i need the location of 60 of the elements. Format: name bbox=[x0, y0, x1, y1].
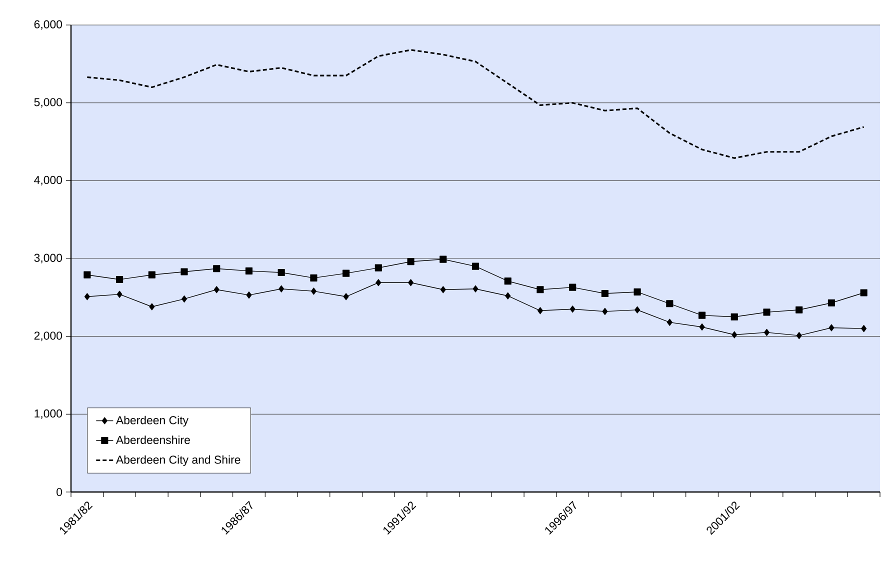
line-series bbox=[86, 49, 865, 159]
point bbox=[246, 292, 252, 299]
point bbox=[214, 286, 220, 294]
point bbox=[730, 313, 738, 320]
y-tick-label: 0 bbox=[56, 488, 62, 496]
point bbox=[536, 286, 544, 294]
point bbox=[278, 268, 285, 276]
legend-label: Aberdeenshire bbox=[116, 436, 190, 444]
point bbox=[828, 324, 834, 332]
point bbox=[278, 285, 284, 292]
point bbox=[310, 274, 318, 282]
point bbox=[149, 303, 155, 310]
point bbox=[472, 262, 480, 270]
point bbox=[472, 285, 478, 292]
point bbox=[343, 293, 349, 300]
point bbox=[376, 279, 382, 286]
point bbox=[764, 328, 770, 336]
y-tick-label: 6,000 bbox=[34, 20, 62, 30]
y-tick-label: 3,000 bbox=[34, 254, 62, 264]
point bbox=[213, 265, 220, 272]
point bbox=[601, 290, 608, 298]
point bbox=[537, 307, 543, 314]
point bbox=[440, 256, 447, 263]
point bbox=[666, 318, 672, 326]
point bbox=[861, 325, 867, 332]
point bbox=[732, 331, 738, 338]
point bbox=[796, 306, 803, 314]
point bbox=[570, 306, 576, 313]
point bbox=[116, 290, 122, 298]
point bbox=[504, 278, 512, 285]
point bbox=[698, 312, 706, 319]
point bbox=[407, 258, 414, 266]
point bbox=[634, 288, 641, 296]
point bbox=[180, 268, 188, 276]
point bbox=[374, 264, 382, 272]
point bbox=[666, 300, 674, 308]
legend-label: Aberdeen City and Shire bbox=[116, 455, 240, 466]
y-tick-label: 1,000 bbox=[34, 409, 62, 419]
point bbox=[440, 286, 446, 294]
point bbox=[505, 292, 511, 300]
point bbox=[84, 293, 90, 300]
point bbox=[245, 267, 253, 274]
y-tick-label: 2,000 bbox=[34, 332, 62, 342]
point bbox=[342, 270, 350, 277]
y-tick-label: 5,000 bbox=[34, 98, 62, 108]
point bbox=[602, 308, 608, 315]
point bbox=[828, 299, 836, 306]
point bbox=[408, 279, 414, 286]
point bbox=[796, 332, 802, 340]
legend-label: Aberdeen City bbox=[116, 416, 189, 427]
y-tick-label: 4,000 bbox=[34, 176, 62, 186]
point bbox=[569, 284, 576, 291]
point bbox=[699, 323, 705, 331]
point bbox=[148, 271, 156, 278]
point bbox=[763, 308, 770, 316]
point bbox=[634, 306, 640, 314]
point bbox=[84, 271, 91, 278]
point bbox=[310, 288, 316, 295]
point bbox=[860, 289, 868, 296]
point bbox=[116, 276, 124, 284]
